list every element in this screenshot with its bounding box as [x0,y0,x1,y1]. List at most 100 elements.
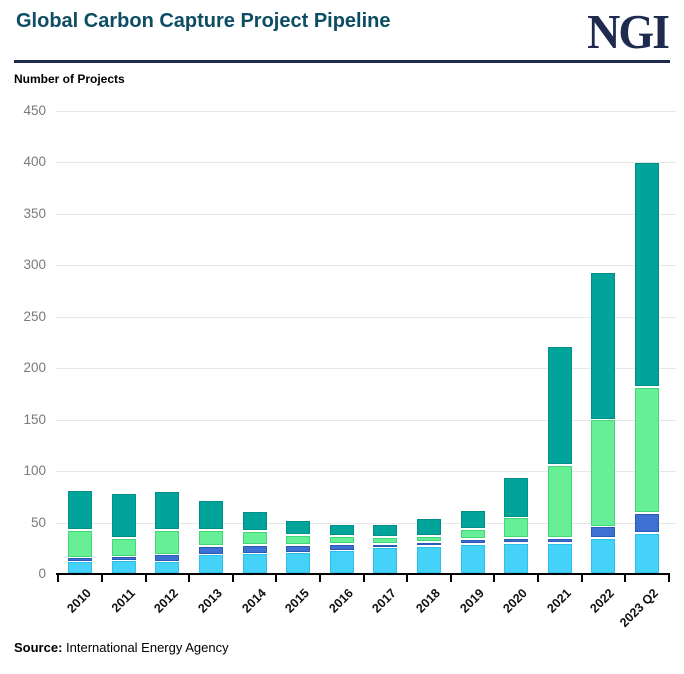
gridline-y-100 [56,471,676,473]
x-tick-label: 2019 [456,586,487,616]
bar-2022-segment-2-dark-blue [591,527,616,538]
bar-2017-segment-4-teal [373,525,398,537]
bar-2015-segment-2-dark-blue [286,545,311,552]
gridline-y-300 [56,265,676,267]
x-tick-label: 2021 [544,586,574,616]
bar-2021-segment-3-light-green [547,465,572,538]
y-tick-label: 300 [23,257,46,273]
gridline-y-50 [56,522,676,524]
x-tick-label: 2016 [326,586,356,616]
bar-2011-segment-3-light-green [111,538,136,556]
bar-2018-segment-4-teal [416,519,441,536]
y-tick-label: 350 [23,205,46,221]
x-axis-tick [536,575,539,582]
bar-2019-segment-4-teal [460,511,485,528]
x-axis-tick [580,575,583,582]
bar-2017-segment-1-light-blue [373,548,398,574]
bar-2011-segment-4-teal [111,493,136,538]
x-tick-label: 2013 [195,586,225,616]
bar-2010-segment-1-light-blue [68,562,93,574]
x-axis-tick [57,575,60,582]
bar-2017-segment-3-light-green [373,537,398,544]
ngi-logo: NGI [587,5,670,59]
source-line: Source: International Energy Agency [14,640,229,655]
y-tick-label: 0 [38,566,46,581]
bar-2023Q2-segment-3-light-green [634,387,659,513]
x-axis-tick [231,575,234,582]
header-divider [14,60,670,63]
x-tick-label: 2015 [282,586,312,616]
bar-2012-segment-1-light-blue [155,562,180,574]
x-tick-label: 2020 [500,586,530,616]
bar-2022-segment-4-teal [591,273,616,419]
bar-2011-segment-2-dark-blue [111,557,136,560]
bar-2013-segment-3-light-green [198,530,223,546]
x-axis-tick [493,575,496,582]
y-tick-label: 200 [23,360,46,376]
y-tick-label: 50 [30,514,46,530]
bar-2022-segment-3-light-green [591,420,616,526]
x-tick-label: 2010 [64,586,95,616]
bar-2019-segment-1-light-blue [460,544,485,574]
gridline-y-150 [56,419,676,421]
gridline-y-450 [56,111,676,112]
bar-2014-segment-1-light-blue [242,554,267,574]
bar-2021-segment-2-dark-blue [547,538,572,543]
x-axis-tick [144,575,147,582]
bar-2010-segment-2-dark-blue [68,558,93,561]
bar-2020-segment-4-teal [504,478,529,517]
bar-2010-segment-4-teal [68,491,93,529]
x-axis-tick [624,575,627,582]
x-axis-tick [449,575,452,582]
bar-2023Q2-segment-1-light-blue [634,533,659,574]
bar-2018-segment-2-dark-blue [416,542,441,546]
bar-2022-segment-1-light-blue [591,538,616,574]
source-text: International Energy Agency [62,640,229,655]
x-tick-label: 2014 [238,586,269,616]
bar-2019-segment-3-light-green [460,529,485,539]
bar-2014-segment-4-teal [242,512,267,530]
bar-2016-segment-3-light-green [329,536,354,544]
source-label: Source: [14,640,63,655]
x-axis-line [56,573,670,575]
x-axis-tick [188,575,191,582]
bar-2016-segment-2-dark-blue [329,544,354,550]
bar-2021-segment-1-light-blue [547,543,572,574]
bar-2013-segment-1-light-blue [198,555,223,574]
y-tick-label: 400 [23,154,46,170]
y-tick-label: 150 [23,411,46,427]
x-axis-tick [275,575,278,582]
gridline-y-400 [56,162,676,164]
bar-2015-segment-4-teal [286,521,311,535]
x-tick-label: 2011 [108,586,138,616]
bar-2021-segment-4-teal [547,347,572,465]
bar-2023Q2-segment-4-teal [634,163,659,386]
bar-2016-segment-4-teal [329,525,354,536]
x-axis-tick [362,575,365,582]
x-tick-label: 2022 [587,586,618,616]
bar-2017-segment-2-dark-blue [373,544,398,547]
x-axis-tick [406,575,409,582]
x-tick-label: 2017 [369,586,400,616]
bar-2015-segment-3-light-green [286,535,311,545]
gridline-y-250 [56,316,676,318]
bar-2018-segment-1-light-blue [416,547,441,574]
bar-2020-segment-1-light-blue [504,543,529,574]
y-tick-label: 100 [23,463,46,479]
bar-2020-segment-2-dark-blue [504,538,529,543]
bar-2014-segment-2-dark-blue [242,545,267,553]
bar-2023Q2-segment-2-dark-blue [634,514,659,533]
gridline-y-350 [56,213,676,215]
bar-2014-segment-3-light-green [242,531,267,545]
bar-2016-segment-1-light-blue [329,551,354,574]
y-tick-label: 250 [23,308,46,324]
bar-2012-segment-2-dark-blue [155,555,180,561]
gridline-y-200 [56,368,676,370]
bar-2015-segment-1-light-blue [286,553,311,574]
bar-2018-segment-3-light-green [416,536,441,542]
bar-2012-segment-4-teal [155,492,180,529]
x-axis-tick [667,575,670,582]
page-title: Global Carbon Capture Project Pipeline [16,10,391,32]
